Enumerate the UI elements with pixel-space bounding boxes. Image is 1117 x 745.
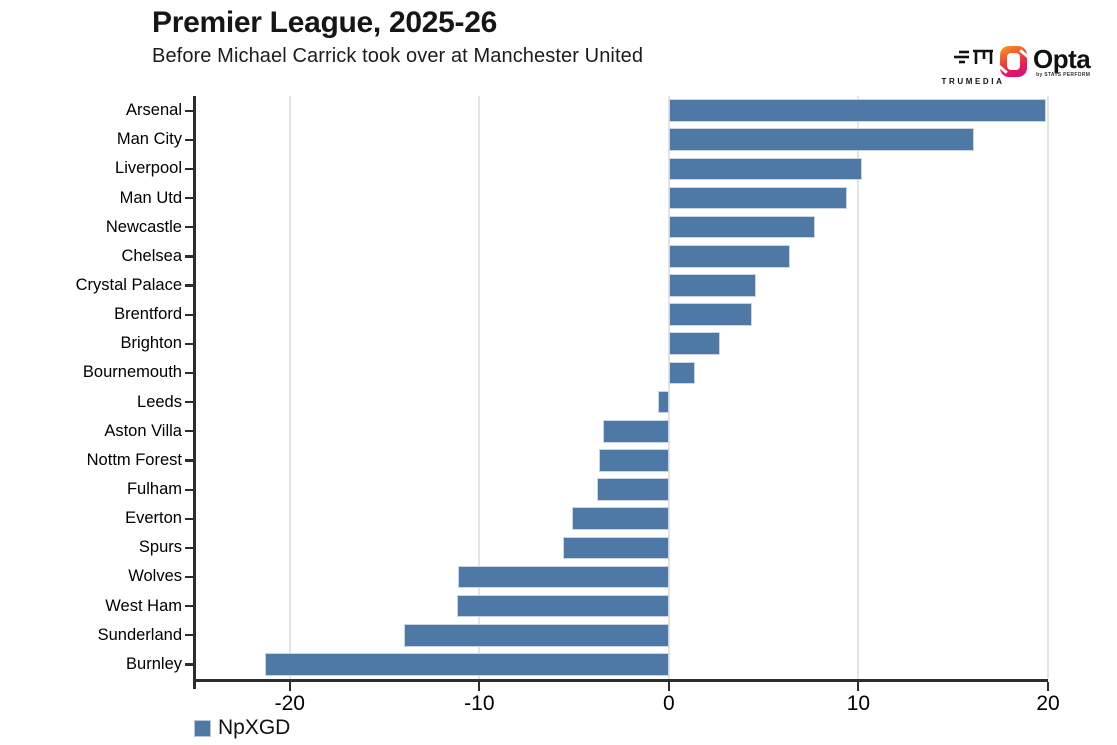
y-axis-label: Nottm Forest <box>86 450 182 469</box>
bar-leeds <box>657 390 669 414</box>
y-axis-label: Everton <box>125 509 182 528</box>
grid-line <box>478 96 481 679</box>
x-axis-tick-label: -10 <box>464 692 495 715</box>
y-axis-label: Aston Villa <box>104 421 182 440</box>
bar-spurs <box>562 536 669 560</box>
y-axis-tick <box>185 342 195 345</box>
y-axis-tick <box>185 634 195 637</box>
page-subtitle: Before Michael Carrick took over at Manc… <box>152 45 644 67</box>
legend-swatch <box>194 719 211 737</box>
y-axis-line <box>193 96 196 689</box>
y-axis-label: Newcastle <box>105 217 182 236</box>
bar-newcastle <box>668 215 815 239</box>
y-axis-tick <box>185 663 195 666</box>
y-axis-tick <box>185 138 195 141</box>
y-axis-tick <box>185 401 195 404</box>
y-axis-tick <box>185 109 195 112</box>
y-axis-tick <box>185 459 195 462</box>
x-axis-line <box>193 679 1048 682</box>
x-axis-tick <box>478 681 481 691</box>
y-axis-label: Man City <box>116 130 182 149</box>
y-axis-tick <box>185 575 195 579</box>
y-axis-label: Crystal Palace <box>75 275 182 294</box>
legend-label: NpXGD <box>218 716 291 739</box>
y-axis-label: Brentford <box>114 305 182 324</box>
chart-legend: NpXGD <box>194 716 290 740</box>
grid-line <box>288 96 291 679</box>
grid-line <box>1047 96 1049 679</box>
bar-chart: -20 -10 0 10 20 <box>185 96 1060 715</box>
bar-sunderland <box>403 623 669 647</box>
grid-line <box>667 96 670 679</box>
y-axis-label: Burnley <box>126 654 182 673</box>
bar-nottm-forest <box>598 449 669 472</box>
x-axis-tick-label: 10 <box>846 692 871 715</box>
y-axis-label: Arsenal <box>126 101 182 120</box>
bar-brighton <box>668 332 721 356</box>
y-axis-tick <box>185 226 195 229</box>
bar-arsenal <box>668 99 1047 122</box>
bar-aston-villa <box>602 419 669 443</box>
bar-west-ham <box>456 594 669 618</box>
grid-line <box>857 96 860 679</box>
opta-wordmark: Opta <box>1033 44 1091 74</box>
bar-liverpool <box>668 157 863 181</box>
y-axis-label: Chelsea <box>121 246 182 265</box>
x-axis-tick-label: 20 <box>1036 692 1060 715</box>
y-axis-label: West Ham <box>105 596 182 615</box>
bar-man-city <box>668 128 975 152</box>
page-title: Premier League, 2025-26 <box>152 6 497 39</box>
y-axis-label: Leeds <box>137 392 182 411</box>
bar-crystal-palace <box>668 274 757 297</box>
y-axis-label: Bournemouth <box>82 363 182 382</box>
y-axis-tick <box>185 284 195 287</box>
y-axis-tick <box>185 488 195 491</box>
bar-everton <box>572 507 669 530</box>
x-axis-tick <box>667 681 670 691</box>
y-axis-label: Liverpool <box>115 159 182 178</box>
y-axis-label: Wolves <box>128 567 182 586</box>
opta-sublabel: by STATS PERFORM <box>1036 72 1091 78</box>
y-axis-tick <box>185 197 195 200</box>
y-axis-tick <box>185 167 195 171</box>
y-axis-tick <box>185 517 195 520</box>
bar-man-utd <box>668 186 848 210</box>
x-axis-tick-label: -20 <box>274 692 305 715</box>
x-axis-tick <box>1047 681 1049 691</box>
x-axis-tick <box>857 681 860 691</box>
opta-logo: Opta by STATS PERFORM <box>998 44 1091 78</box>
y-axis-tick <box>185 546 195 549</box>
y-axis-tick <box>185 430 195 433</box>
x-axis-tick-label: 0 <box>663 692 675 715</box>
trumedia-logo: TRUMEDIA <box>928 48 1018 86</box>
trumedia-wordmark: TRUMEDIA <box>941 77 1005 86</box>
y-axis-tick <box>185 255 195 258</box>
y-axis-tick <box>185 371 195 375</box>
y-axis-tick <box>185 605 195 608</box>
y-axis-label: Sunderland <box>97 625 182 644</box>
y-axis-label: Brighton <box>120 334 182 353</box>
bar-bournemouth <box>668 361 696 385</box>
bar-brentford <box>668 303 753 326</box>
bar-wolves <box>458 565 669 589</box>
y-axis-label: Man Utd <box>119 188 182 207</box>
y-axis-label: Spurs <box>138 538 182 557</box>
bar-chelsea <box>668 245 791 268</box>
y-axis-label: Fulham <box>126 480 182 498</box>
bar-burnley <box>265 653 669 676</box>
trumedia-icon <box>951 49 995 74</box>
bar-fulham <box>596 478 669 501</box>
y-axis-tick <box>185 313 195 316</box>
opta-icon <box>998 46 1029 77</box>
x-axis-tick <box>288 681 291 691</box>
